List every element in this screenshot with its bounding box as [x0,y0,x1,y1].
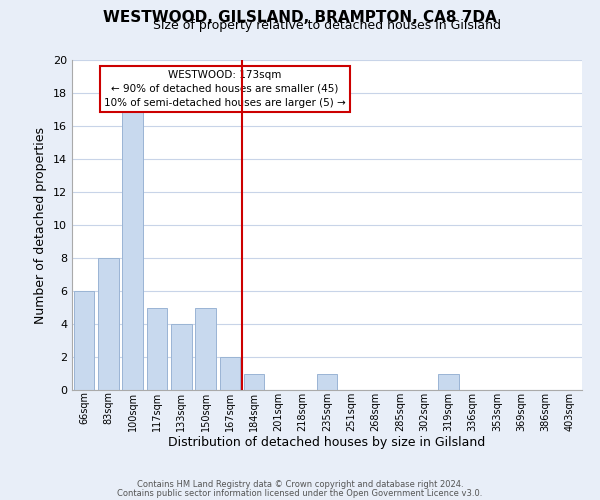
Bar [171,324,191,390]
Text: Contains public sector information licensed under the Open Government Licence v3: Contains public sector information licen… [118,488,482,498]
Bar [195,308,216,390]
Bar [98,258,119,390]
Y-axis label: Number of detached properties: Number of detached properties [34,126,47,324]
Bar [74,291,94,390]
Bar [438,374,459,390]
Text: Contains HM Land Registry data © Crown copyright and database right 2024.: Contains HM Land Registry data © Crown c… [137,480,463,489]
Bar [244,374,265,390]
Text: WESTWOOD: 173sqm
← 90% of detached houses are smaller (45)
10% of semi-detached : WESTWOOD: 173sqm ← 90% of detached house… [104,70,346,108]
Bar [122,110,143,390]
Text: WESTWOOD, GILSLAND, BRAMPTON, CA8 7DA: WESTWOOD, GILSLAND, BRAMPTON, CA8 7DA [103,10,497,25]
X-axis label: Distribution of detached houses by size in Gilsland: Distribution of detached houses by size … [169,436,485,450]
Bar [317,374,337,390]
Bar [220,357,240,390]
Bar [146,308,167,390]
Title: Size of property relative to detached houses in Gilsland: Size of property relative to detached ho… [153,20,501,32]
